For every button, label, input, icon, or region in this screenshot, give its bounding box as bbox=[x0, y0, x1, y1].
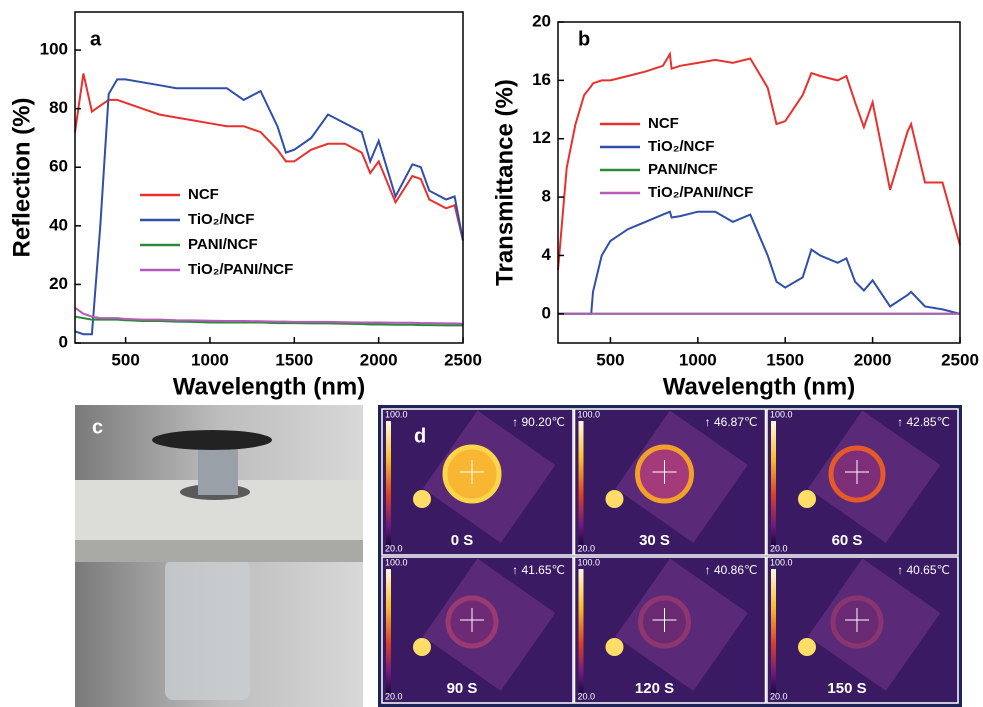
x-tick-label: 1500 bbox=[766, 350, 804, 369]
legend-label: TiO₂/NCF bbox=[188, 211, 254, 228]
scale-max: 100.0 bbox=[385, 557, 408, 567]
hot-spot bbox=[413, 638, 431, 656]
hot-spot bbox=[798, 490, 816, 508]
hot-spot bbox=[605, 638, 624, 656]
time-label: 0 S bbox=[451, 532, 474, 549]
x-tick-label: 1000 bbox=[679, 350, 717, 369]
panel-label: a bbox=[90, 28, 102, 50]
y-axis-label: Reflection (%) bbox=[8, 97, 35, 257]
y-tick-label: 80 bbox=[49, 98, 68, 117]
crosshair bbox=[460, 460, 484, 484]
color-bar bbox=[771, 421, 776, 545]
time-label: 60 S bbox=[832, 532, 863, 549]
y-tick-label: 20 bbox=[49, 274, 68, 293]
data-line bbox=[74, 306, 464, 325]
legend-label: NCF bbox=[188, 186, 219, 203]
legend-label: TiO₂/PANI/NCF bbox=[188, 261, 293, 278]
scale-max: 100.0 bbox=[578, 557, 601, 567]
x-axis-label: Wavelength (nm) bbox=[173, 373, 365, 400]
legend-label: TiO₂/PANI/NCF bbox=[648, 184, 753, 201]
y-tick-label: 20 bbox=[532, 11, 551, 30]
sample bbox=[152, 430, 272, 450]
color-bar bbox=[578, 569, 584, 693]
time-label: 90 S bbox=[447, 680, 478, 697]
color-bar bbox=[386, 569, 391, 693]
legend-label: TiO₂/NCF bbox=[648, 138, 714, 155]
x-tick-label: 500 bbox=[596, 350, 624, 369]
temperature: ↑ 46.87℃ bbox=[705, 415, 758, 429]
plot-frame bbox=[557, 21, 961, 344]
hot-spot bbox=[413, 490, 431, 508]
color-bar bbox=[578, 421, 584, 545]
y-tick-label: 40 bbox=[49, 215, 68, 234]
crosshair bbox=[652, 608, 677, 632]
time-label: 120 S bbox=[635, 680, 674, 697]
temperature: ↑ 90.20℃ bbox=[512, 415, 565, 429]
glass-bottle bbox=[165, 560, 250, 700]
time-label: 30 S bbox=[639, 532, 670, 549]
y-axis-label: Transmittance (%) bbox=[491, 79, 518, 286]
y-tick-label: 8 bbox=[542, 187, 551, 206]
panel-label: c bbox=[92, 416, 103, 438]
scale-max: 100.0 bbox=[578, 409, 601, 419]
legend-label: PANI/NCF bbox=[188, 236, 258, 253]
scale-max: 100.0 bbox=[770, 557, 793, 567]
scale-min: 20.0 bbox=[578, 691, 596, 701]
plot-frame bbox=[74, 11, 464, 344]
y-tick-label: 12 bbox=[532, 128, 551, 147]
legend-label: PANI/NCF bbox=[648, 161, 718, 178]
scale-min: 20.0 bbox=[770, 691, 788, 701]
x-tick-label: 500 bbox=[111, 350, 139, 369]
y-tick-label: 0 bbox=[59, 332, 68, 351]
crosshair bbox=[460, 608, 484, 632]
y-tick-label: 0 bbox=[542, 303, 551, 322]
scale-min: 20.0 bbox=[385, 543, 403, 553]
hot-spot bbox=[605, 490, 624, 508]
x-axis-label: Wavelength (nm) bbox=[663, 373, 855, 400]
panel-label: b bbox=[578, 28, 590, 50]
x-tick-label: 2500 bbox=[444, 350, 482, 369]
y-tick-label: 100 bbox=[40, 40, 68, 59]
scale-min: 20.0 bbox=[770, 543, 788, 553]
crosshair bbox=[652, 460, 677, 484]
scale-min: 20.0 bbox=[385, 691, 403, 701]
hot-spot bbox=[798, 638, 816, 656]
temperature: ↑ 42.85℃ bbox=[897, 415, 950, 429]
panel-label: d bbox=[414, 425, 426, 447]
x-tick-label: 2000 bbox=[360, 350, 398, 369]
x-tick-label: 1000 bbox=[191, 350, 229, 369]
crosshair bbox=[845, 460, 869, 484]
fabric-strip bbox=[198, 445, 238, 495]
x-tick-label: 2500 bbox=[941, 350, 979, 369]
photo-panel: c bbox=[75, 405, 363, 707]
color-bar bbox=[386, 421, 391, 545]
y-tick-label: 4 bbox=[542, 245, 552, 264]
color-bar bbox=[771, 569, 776, 693]
data-line bbox=[558, 210, 961, 315]
scale-min: 20.0 bbox=[578, 543, 596, 553]
temperature: ↑ 40.86℃ bbox=[705, 563, 758, 577]
temperature: ↑ 40.65℃ bbox=[897, 563, 950, 577]
thermal-grid: 100.0 20.0 ↑ 90.20℃ 0 S 100.0 20.0 ↑ 46.87℃ 30 … bbox=[381, 408, 959, 704]
data-line bbox=[74, 78, 464, 336]
x-tick-label: 2000 bbox=[854, 350, 892, 369]
y-tick-label: 16 bbox=[532, 70, 551, 89]
temperature: ↑ 41.65℃ bbox=[512, 563, 565, 577]
data-line bbox=[74, 315, 463, 327]
crosshair bbox=[845, 608, 869, 632]
foam-edge bbox=[75, 540, 363, 562]
y-tick-label: 60 bbox=[49, 157, 68, 176]
legend-label: NCF bbox=[648, 115, 679, 132]
scale-max: 100.0 bbox=[385, 409, 408, 419]
data-line bbox=[557, 51, 961, 271]
x-tick-label: 1500 bbox=[275, 350, 313, 369]
data-line bbox=[74, 73, 464, 241]
time-label: 150 S bbox=[827, 680, 866, 697]
scale-max: 100.0 bbox=[770, 409, 793, 419]
